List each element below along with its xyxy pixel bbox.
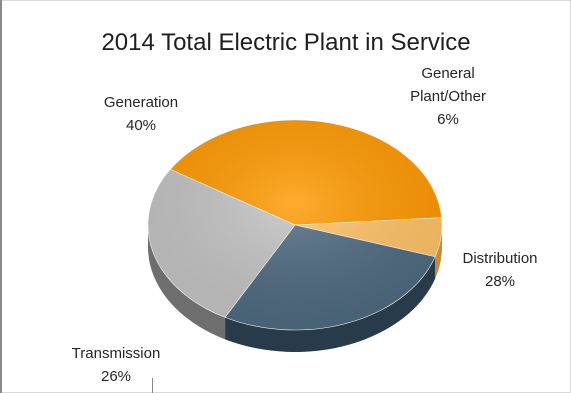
label-distribution-value: 28% [485, 273, 515, 290]
label-generation-value: 40% [126, 117, 156, 134]
label-transmission-value: 26% [101, 368, 131, 385]
label-general-name-2: Plant/Other [410, 88, 486, 105]
label-general-name-1: General [421, 65, 474, 82]
chart-left-border [0, 0, 2, 393]
chart-title: 2014 Total Electric Plant in Service [101, 29, 470, 56]
label-generation-name: Generation [104, 94, 178, 111]
pie-tops [147, 119, 443, 331]
label-general-value: 6% [437, 111, 459, 128]
label-transmission-name: Transmission [72, 345, 161, 362]
chart-bottom-tick [152, 378, 153, 393]
label-distribution-name: Distribution [462, 250, 537, 267]
